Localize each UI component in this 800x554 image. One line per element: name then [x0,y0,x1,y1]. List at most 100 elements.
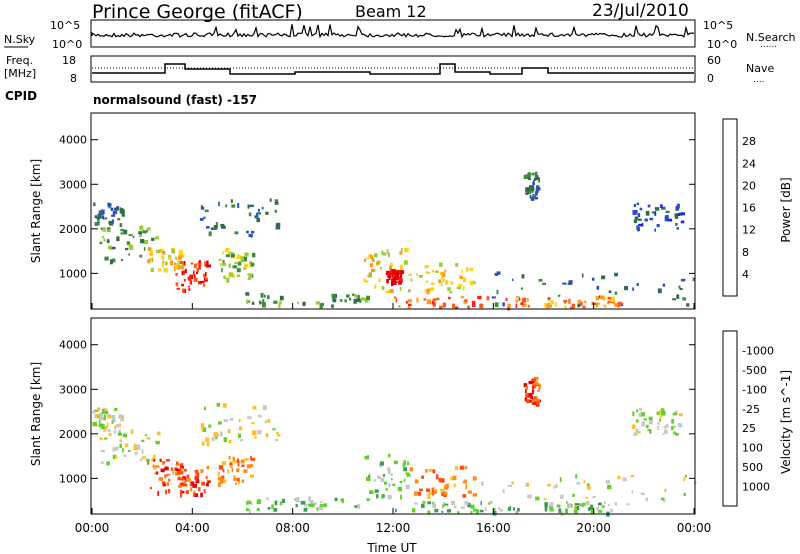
echo-cell [218,258,222,261]
echo-cell [221,475,225,480]
echo-cell [175,272,178,276]
echo-cell [180,477,185,481]
power-panel: 1000 2000 3000 4000 Slant Range [km] 4 8 12 16… [29,112,793,311]
echo-cell [161,255,165,260]
echo-cell [391,478,393,481]
echo-cell [377,475,381,480]
echo-cell [228,455,231,460]
echo-cell [243,256,248,262]
echo-cell [256,217,260,223]
echo-cell [381,250,384,256]
colorbar-tick-label: 16 [742,202,756,215]
echo-cell [441,510,444,513]
echo-cell [227,429,231,434]
echo-cell [637,213,641,218]
echo-cell [640,492,645,496]
echo-cell [344,299,347,303]
echo-cell [181,270,184,276]
echo-cell [225,204,228,208]
echo-cell [432,490,435,496]
echo-cell [112,447,116,452]
echo-cell [112,210,116,215]
echo-cell [427,494,431,500]
echo-cell [148,258,153,262]
echo-cell [596,285,600,290]
echo-cell [403,260,408,265]
echo-cell [236,254,241,259]
echo-cell [614,291,618,295]
echo-cell [678,285,681,289]
echo-cell [624,286,628,291]
time-x-axis: 00:00 04:00 08:00 12:00 16:00 20:00 00:00 [75,303,711,535]
echo-cell [219,263,222,267]
echo-cell [403,478,406,482]
echo-cell [205,483,209,487]
echo-cell [682,297,686,301]
echo-cell [364,280,369,283]
echo-cell [594,302,597,306]
echo-cell [166,473,171,476]
echo-cell [228,263,231,268]
echo-cell [254,436,257,439]
echo-cell [134,451,138,455]
echo-cell [617,301,623,307]
echo-cell [444,503,449,506]
echo-cell [222,225,226,229]
echo-cell [182,483,188,487]
echo-cell [532,386,534,389]
echo-cell [111,221,114,224]
echo-cell [229,272,234,277]
echo-cell [525,385,529,390]
echo-cell [525,187,530,191]
echo-cell [531,381,534,384]
echo-cell [544,303,548,308]
echo-cell [596,302,600,305]
y-tick-label: 1000 [59,472,87,485]
echo-cell [472,476,477,481]
echo-cell [440,281,443,287]
echo-cell [121,214,126,217]
echo-cell [533,401,537,405]
echo-cell [203,273,207,278]
echo-cell [577,505,580,510]
echo-cell [370,268,376,272]
echo-cell [460,506,465,509]
echo-cell [146,458,150,462]
echo-cell [158,477,163,481]
echo-cell [213,432,218,437]
echo-cell [428,491,433,495]
echo-cell [419,275,423,278]
echo-cell [119,439,122,443]
echo-cell [164,261,168,266]
echo-cell [304,503,308,507]
echo-cell [126,241,131,246]
echo-cell [426,289,430,295]
echo-cell [107,416,112,419]
echo-cell [417,491,422,496]
echo-cell [295,503,298,508]
echo-cell [221,267,223,273]
echo-cell [641,421,646,427]
echo-cell [94,215,98,219]
echo-cell [668,218,673,222]
echo-cell [273,508,278,512]
echo-cell [246,299,249,304]
echo-cell [249,204,254,208]
echo-cell [176,471,180,475]
echo-cell [97,213,102,218]
echo-cell [122,415,124,418]
echo-cell [265,433,269,438]
echo-cell [127,449,131,452]
echo-cell [138,231,142,235]
echo-cell [149,253,154,256]
echo-cell [534,171,538,177]
echo-cell [555,302,557,307]
echo-cell [439,262,443,267]
echo-cell [237,477,240,482]
echo-cell [610,296,615,300]
echo-cell [634,216,639,220]
echo-cell [202,427,207,432]
echo-cell [191,481,195,486]
echo-cell [676,294,680,299]
echo-cell [675,223,678,226]
